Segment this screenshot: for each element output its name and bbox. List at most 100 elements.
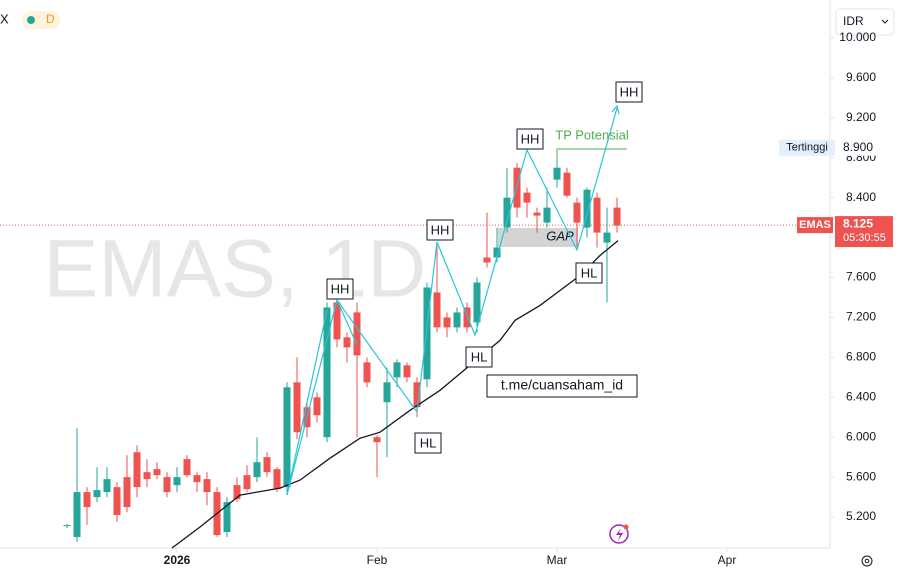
tp-line xyxy=(556,148,627,157)
candle-body xyxy=(463,307,471,328)
candle-body xyxy=(63,525,71,527)
annotation-box xyxy=(575,262,603,284)
candle-body xyxy=(503,197,511,228)
annotation-label: HH xyxy=(620,84,639,99)
last-tag-label: EMAS xyxy=(799,219,831,231)
candle-body xyxy=(263,457,271,473)
candle-body xyxy=(293,382,301,433)
candle-body xyxy=(483,257,491,263)
annotation-label: HL xyxy=(581,265,598,280)
gap-zone xyxy=(498,228,578,247)
countdown: 05:30:55 xyxy=(843,232,886,244)
candle-body xyxy=(83,492,91,508)
high-tag-label: Tertinggi xyxy=(786,142,828,154)
y-tick-label: 10.000 xyxy=(839,30,876,44)
gear[interactable] xyxy=(861,555,873,567)
candle-body xyxy=(113,487,121,516)
status-dot xyxy=(27,16,35,24)
candle-body xyxy=(433,292,441,328)
candle-body xyxy=(373,437,381,443)
x-tick-label: Feb xyxy=(367,553,388,567)
candle-body xyxy=(523,192,531,203)
candle-body xyxy=(393,362,401,378)
symbol: X xyxy=(0,11,9,26)
y-tick-label: 8.400 xyxy=(846,190,876,204)
candle-body xyxy=(473,282,481,323)
candle-body xyxy=(583,189,591,228)
zigzag xyxy=(286,299,358,496)
y-tick-label: 6.800 xyxy=(846,350,876,364)
annotation-label: HH xyxy=(331,281,350,296)
high-tag xyxy=(779,139,835,156)
candle-body xyxy=(423,287,431,380)
candle-body xyxy=(93,490,101,498)
candle-body xyxy=(593,197,601,233)
candle-body xyxy=(233,485,241,500)
link-label: t.me/cuansaham_id xyxy=(501,377,623,393)
candle-body xyxy=(533,212,541,216)
y-tick-label: 9.200 xyxy=(846,110,876,124)
y-tick-label: 6.400 xyxy=(846,389,876,403)
status-pill xyxy=(22,11,60,29)
candle-body xyxy=(493,247,501,258)
y-tick-label: 7.600 xyxy=(846,270,876,284)
annotation-label: HL xyxy=(420,435,437,450)
annotation-box xyxy=(516,128,544,150)
alert-icon[interactable] xyxy=(609,524,629,544)
candle-body xyxy=(613,207,621,226)
x-tick-label: 2026 xyxy=(164,553,191,567)
arrow-head xyxy=(611,104,620,115)
high-price: 8.900 xyxy=(843,140,873,154)
candle-body xyxy=(133,452,141,488)
annotation-label: HL xyxy=(471,349,488,364)
candle-body xyxy=(573,202,581,223)
candle-body xyxy=(553,167,561,180)
candle-body xyxy=(453,312,461,328)
annotation-box xyxy=(426,219,454,241)
last-price: 8.125 xyxy=(843,216,873,230)
candle-body xyxy=(103,479,111,493)
x-tick-label: Mar xyxy=(547,553,568,567)
candle-body xyxy=(153,469,161,476)
candle-body xyxy=(173,477,181,486)
last-tag xyxy=(797,217,833,234)
zigzag xyxy=(286,107,618,496)
high-price-bg xyxy=(836,139,876,156)
candle-body xyxy=(283,387,291,488)
candle-body xyxy=(323,307,331,438)
currency-select[interactable] xyxy=(835,8,895,36)
candle-body xyxy=(123,477,131,508)
candle-body xyxy=(163,477,171,493)
x-tick-label: Apr xyxy=(718,553,737,567)
candle-body xyxy=(183,459,191,476)
y-tick-label: 5.200 xyxy=(846,509,876,523)
currency: IDR xyxy=(843,14,864,28)
candle-body xyxy=(273,469,281,490)
watermark: EMAS, 1D xyxy=(44,224,427,315)
candle-body xyxy=(353,312,361,356)
candle-body xyxy=(143,472,151,480)
candle-body xyxy=(203,479,211,493)
interval: D xyxy=(46,12,55,26)
candle-body xyxy=(563,172,571,196)
candle-body xyxy=(603,232,611,243)
candle-body xyxy=(403,365,411,378)
y-tick-label: 9.600 xyxy=(846,70,876,84)
candle-body xyxy=(313,397,321,416)
annotation-box xyxy=(414,432,442,454)
candle-body xyxy=(363,362,371,383)
annotation-box xyxy=(615,81,643,103)
annotation-box xyxy=(465,346,493,368)
moving-average xyxy=(171,240,619,549)
candle-body xyxy=(193,475,201,483)
y-tick-label: 6.000 xyxy=(846,429,876,443)
link-box xyxy=(486,374,638,398)
candle-body xyxy=(253,462,261,478)
candle-body xyxy=(333,302,341,340)
dropdown-caret xyxy=(881,19,889,24)
annotation-label: HH xyxy=(431,222,450,237)
candle-body xyxy=(223,502,231,533)
y-tick-label: 7.200 xyxy=(846,310,876,324)
annotation-box xyxy=(326,278,354,300)
